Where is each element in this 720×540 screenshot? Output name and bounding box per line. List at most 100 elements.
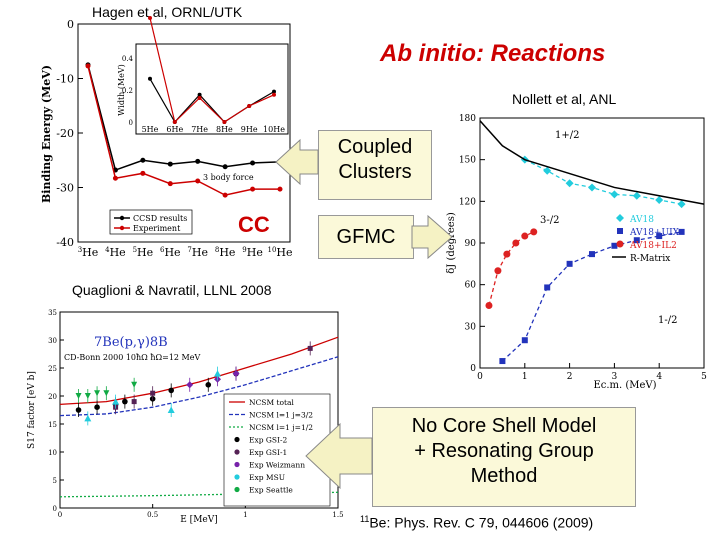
gfmc-ytick-label: 150 — [459, 156, 476, 166]
gfmc-legend-label: R-Matrix — [630, 254, 670, 264]
be-legend-label: Exp MSU — [249, 473, 285, 482]
cc-inset-xtick-label: 9He — [241, 125, 258, 134]
be-point — [186, 381, 194, 389]
be-legend-marker — [234, 449, 240, 455]
gfmc-curve-label: 1+/2 — [555, 130, 579, 141]
gfmc-legend-label: AV18 — [629, 215, 654, 225]
be-ytick-label: 10 — [48, 449, 57, 457]
credit-hagen: Hagen et al, ORNL/UTK — [92, 4, 243, 20]
gfmc-point-square — [566, 260, 573, 267]
cc-inset-point — [172, 120, 177, 124]
gfmc-ylabel: δJ (degrees) — [446, 212, 457, 274]
be-ytick-label: 25 — [48, 365, 57, 373]
be-legend-marker — [234, 436, 240, 443]
cc-data-point — [112, 175, 118, 181]
be-legend-label: Exp GSI-2 — [249, 436, 288, 445]
cc-data-point — [85, 63, 91, 69]
cc-legend-box — [109, 209, 193, 235]
cc-ytick-label: -40 — [56, 236, 74, 249]
cc-inset-point — [197, 92, 202, 97]
cc-inset-point — [148, 16, 152, 20]
gfmc-point-square — [633, 237, 640, 244]
gfmc-point-diamond — [610, 190, 619, 199]
cc-inset-point — [222, 120, 227, 124]
be-legend: NCSM total NCSM l=1 j=3/2 NCSM l=1 j=1/2 Ex… — [229, 398, 313, 495]
cc-ylabel: Binding Energy (MeV) — [40, 65, 53, 203]
reference-text: Be: Phys. Rev. C 79, 044606 (2009) — [369, 514, 594, 531]
cc-data-point — [167, 181, 173, 187]
cc-inset-xtick-label: 10He — [263, 125, 285, 134]
gfmc-xlabel: Ec.m. (MeV) — [593, 380, 656, 391]
gfmc-legend-marker — [616, 214, 624, 222]
be-legend-marker — [234, 474, 240, 480]
cc-xtick-label: 7He — [187, 246, 208, 259]
cc-inset-point — [247, 104, 252, 108]
cc-legend-marker — [119, 215, 125, 221]
cc-data-point — [277, 186, 283, 192]
cc-inset-ylabel: Width (MeV) — [117, 64, 126, 116]
reference-citation: 11Be: Phys. Rev. C 79, 044606 (2009) — [360, 514, 593, 531]
be7-sfactor-chart: S17 factor [eV b] E [MeV] 7Be(p,γ)8B CD-… — [27, 309, 344, 524]
be-model-line — [59, 356, 339, 417]
ncsm-box: No Core Shell Model + Resonating Group M… — [372, 407, 636, 507]
cc-legend-label: Experiment — [133, 224, 181, 233]
gfmc-point-diamond — [565, 179, 574, 188]
gfmc-ytick-label: 90 — [465, 239, 477, 249]
be-ytick-label: 35 — [48, 309, 57, 317]
gfmc-point-square — [678, 228, 685, 235]
coupled-clusters-box: Coupled Clusters — [318, 130, 432, 200]
gfmc-xtick-label: 1 — [522, 372, 528, 382]
gfmc-legend-label: AV18+UIX — [629, 228, 680, 238]
cc-series-line — [87, 64, 281, 172]
cc-inset-frame — [135, 43, 289, 135]
be-legend-label: Exp Seattle — [249, 486, 293, 495]
cc-xtick-label: 8He — [215, 246, 236, 259]
cc-data-point — [167, 161, 173, 167]
gfmc-point-square — [656, 233, 663, 240]
be-legend-label: NCSM total — [249, 398, 295, 407]
cc-data-point — [250, 160, 256, 166]
be-title: 7Be(p,γ)8B — [94, 335, 168, 350]
be-point — [307, 345, 313, 351]
be-point — [94, 390, 101, 397]
cc-inset-point — [148, 76, 152, 81]
gfmc-point-diamond — [655, 195, 664, 204]
gfmc-box: GFMC — [318, 215, 414, 259]
gfmc-curve-label: 3-/2 — [540, 215, 559, 226]
cc-inset-series: 0 0.2 0.4 5He 6He 7He 8He 9He 10He — [122, 16, 285, 134]
cc-inset-xtick-label: 8He — [216, 125, 233, 134]
gfmc-label: GFMC — [336, 226, 396, 248]
cc-inset-xtick-label: 7He — [191, 125, 208, 134]
cc-inset-point — [197, 96, 202, 100]
coupled-clusters-line2: Clusters — [338, 161, 412, 183]
coupled-clusters-line1: Coupled — [337, 136, 413, 158]
cc-inset-point — [272, 92, 276, 97]
be-legend-marker — [234, 486, 240, 493]
be-legend-label: NCSM l=1 j=3/2 — [249, 411, 313, 420]
gfmc-point-square — [499, 358, 506, 365]
gfmc-ytick-label: 0 — [470, 364, 476, 374]
be-xtick-label: 1 — [243, 511, 247, 519]
be-legend-label: Exp GSI-1 — [249, 448, 287, 457]
gfmc-xtick-label: 2 — [567, 372, 573, 382]
cc-label: CC — [238, 212, 270, 237]
gfmc-rmatrix-line — [479, 120, 705, 205]
be-ticks: 0 0.5 1 1.5 0 5 10 15 20 25 30 35 — [48, 309, 343, 519]
gfmc-xtick-label: 4 — [656, 372, 662, 382]
gfmc-legend-label: AV18+IL2 — [629, 241, 677, 251]
cc-xtick-label: 10He — [267, 246, 292, 259]
cc-binding-energy-chart: Binding Energy (MeV) 0 -10 -20 -30 -40 3He 4H… — [40, 16, 293, 259]
ncsm-line1: No Core Shell Model — [411, 415, 597, 437]
gfmc-series — [479, 120, 705, 365]
cc-ytick-label: 0 — [67, 18, 74, 31]
be-xlabel: E [MeV] — [180, 515, 218, 524]
be-point — [214, 370, 222, 377]
gfmc-series-line — [524, 159, 682, 205]
cc-inset-xtick-label: 6He — [166, 125, 183, 134]
reference-superscript: 11 — [360, 514, 370, 524]
cc-inset-ytick-label: 0.2 — [122, 87, 133, 95]
cc-xtick-label: 9He — [242, 246, 263, 259]
be-point — [94, 404, 100, 410]
be-legend-marker — [234, 461, 240, 468]
